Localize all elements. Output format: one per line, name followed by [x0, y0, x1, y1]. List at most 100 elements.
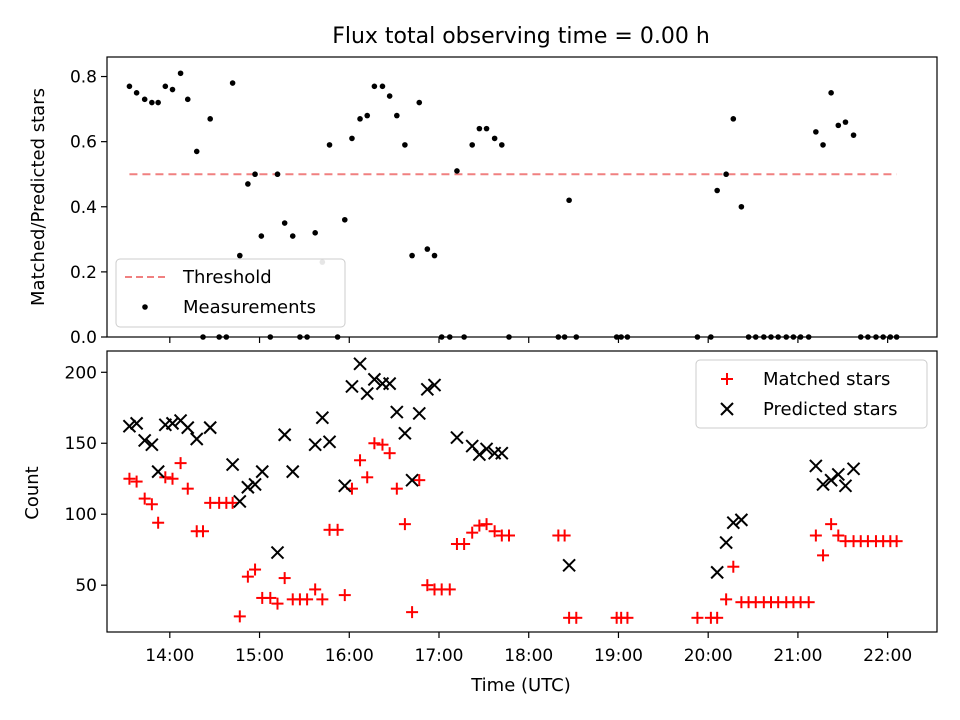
bottom-panel: 50 100 150 200 14:00 15:00 16:00 17:00 18:00 19:0… — [22, 350, 938, 696]
matched-point — [331, 523, 344, 536]
predicted-point — [145, 437, 159, 452]
measurement-point — [813, 129, 819, 135]
predicted-point — [151, 464, 165, 479]
matched-point — [166, 472, 179, 485]
predicted-point — [360, 386, 374, 401]
measurement-point — [416, 99, 423, 106]
matched-point — [727, 560, 740, 573]
top-ytick-label: 0.6 — [70, 133, 97, 153]
matched-point — [398, 518, 411, 531]
bottom-legend: Matched stars Predicted stars — [695, 359, 928, 429]
bottom-ytick-label: 50 — [75, 576, 97, 596]
bottom-xtick-label: 15:00 — [235, 646, 284, 666]
matched-point — [413, 474, 426, 487]
predicted-legend-label: Predicted stars — [763, 399, 897, 420]
matched-point — [621, 611, 634, 624]
measurement-point — [326, 142, 333, 148]
predicted-point — [225, 457, 240, 472]
matched-point — [338, 589, 351, 602]
matched-point — [241, 570, 254, 583]
measurements-legend-label: Measurements — [183, 297, 316, 318]
top-plot-frame — [106, 56, 938, 338]
matched-point — [376, 438, 389, 451]
measurement-point — [566, 197, 572, 204]
predicted-point — [248, 477, 262, 492]
top-legend-box — [115, 258, 346, 328]
predicted-point — [719, 535, 733, 550]
matched-point — [825, 518, 838, 531]
matched-point — [368, 437, 381, 450]
predicted-point — [809, 459, 823, 473]
measurement-point — [252, 171, 258, 178]
predicted-point — [270, 545, 285, 560]
predicted-point — [129, 416, 144, 431]
matched-point — [361, 471, 374, 484]
bottom-xtick-label: 21:00 — [773, 646, 822, 666]
matched-point — [271, 597, 284, 610]
matched-point — [480, 518, 493, 531]
predicted-point — [427, 378, 442, 392]
predicted-point — [233, 494, 247, 509]
matched-point — [309, 583, 322, 596]
predicted-point — [315, 410, 330, 425]
predicted-point — [190, 432, 204, 446]
predicted-point — [255, 464, 269, 479]
measurement-point — [491, 135, 498, 142]
matched-point — [233, 610, 246, 623]
measurement-point — [349, 135, 355, 142]
measurement-point — [193, 148, 200, 155]
matched-point — [817, 549, 830, 562]
predicted-point — [412, 406, 426, 421]
measurement-point — [341, 216, 348, 223]
bottom-xtick-label: 19:00 — [594, 646, 643, 666]
top-ytick-label: 0.8 — [70, 68, 97, 88]
measurement-point — [133, 90, 140, 96]
matched-point — [383, 447, 396, 460]
predicted-point — [277, 428, 292, 442]
matched-point — [832, 529, 845, 542]
predicted-point — [241, 480, 255, 494]
measurement-point — [835, 122, 842, 129]
chart-title: Flux total observing time = 0.00 h — [332, 24, 710, 49]
matched-point — [123, 472, 136, 485]
matched-point — [458, 538, 471, 551]
measurement-point — [379, 83, 386, 90]
matched-point — [809, 529, 822, 542]
predicted-point — [345, 379, 359, 394]
measurement-point — [454, 168, 460, 174]
measurement-point — [409, 252, 415, 259]
matched-point — [301, 593, 314, 606]
matched-point — [159, 471, 172, 484]
predicted-point — [562, 558, 576, 573]
bottom-ytick-label: 150 — [65, 434, 97, 454]
measurements-legend-swatch — [142, 304, 148, 310]
matched-point — [466, 526, 479, 539]
measurement-point — [820, 142, 826, 148]
bottom-xtick-label: 22:00 — [863, 646, 912, 666]
measurement-point — [169, 86, 176, 93]
matched-point — [488, 525, 501, 538]
top-ylabel: Matched/Predicted stars — [28, 88, 49, 306]
bottom-xtick-label: 18:00 — [504, 646, 553, 666]
predicted-point — [308, 437, 322, 452]
predicted-point — [734, 513, 749, 527]
predicted-point — [353, 357, 367, 371]
matched-point — [473, 519, 486, 532]
measurement-point — [371, 83, 378, 90]
top-legend: Threshold Measurements — [115, 258, 346, 328]
measurement-point — [402, 142, 408, 148]
bottom-legend-box — [695, 359, 928, 429]
predicted-point — [495, 446, 509, 460]
predicted-point — [286, 464, 300, 479]
measurement-point — [476, 125, 483, 132]
matched-point — [174, 457, 187, 470]
measurement-point — [237, 252, 243, 259]
predicted-point — [322, 435, 337, 449]
measurement-point — [281, 220, 288, 226]
predicted-point — [472, 447, 487, 462]
top-panel: 0.00.20.40.60.8 Matched/Predicted stars … — [28, 56, 938, 348]
matched-point — [502, 529, 515, 542]
matched-point — [264, 591, 277, 604]
predicted-point — [181, 420, 195, 435]
